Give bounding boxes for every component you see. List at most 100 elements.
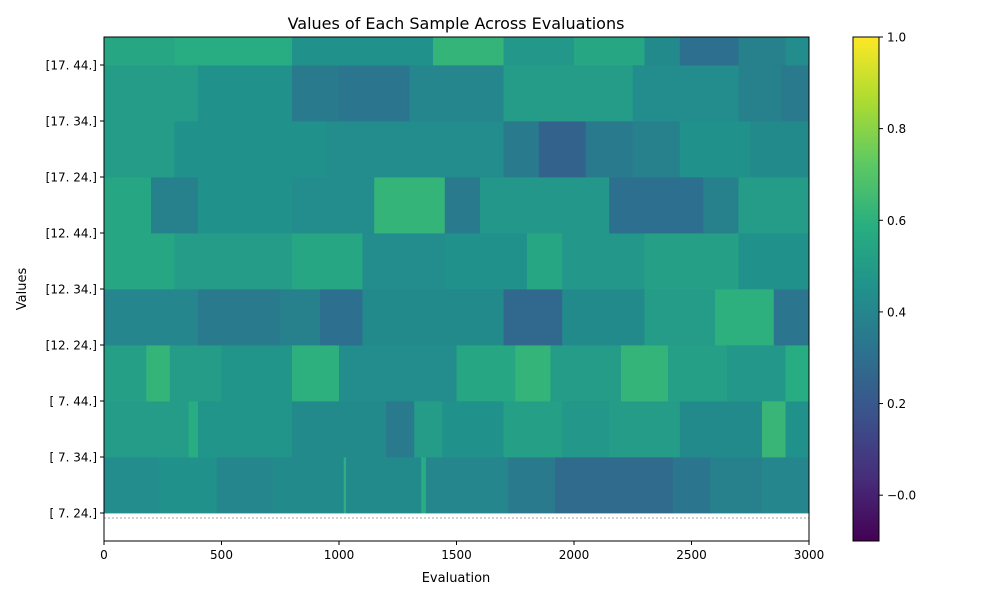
heatmap-cell bbox=[632, 65, 739, 122]
heatmap-cell bbox=[508, 457, 556, 514]
heatmap-cell bbox=[710, 457, 763, 514]
y-tick-label: [17. 34.] bbox=[46, 115, 97, 129]
x-axis-label: Evaluation bbox=[422, 571, 491, 586]
heatmap-cell bbox=[292, 233, 363, 290]
x-axis: 0 500 1000 1500 2000 2500 3000 bbox=[100, 541, 824, 562]
heatmap-cell bbox=[104, 65, 199, 122]
heatmap-cell bbox=[562, 401, 610, 458]
heatmap-cell bbox=[320, 289, 363, 346]
heatmap-cell bbox=[327, 121, 504, 178]
heatmap-cell bbox=[715, 289, 775, 346]
heatmap-cell bbox=[621, 345, 669, 402]
heatmap-cell bbox=[104, 345, 147, 402]
heatmap-cell bbox=[174, 37, 293, 66]
heatmap-cell bbox=[421, 457, 427, 514]
heatmap-cell bbox=[609, 401, 681, 458]
heatmap-cell bbox=[555, 457, 674, 514]
heatmap-cell bbox=[292, 177, 375, 234]
heatmap-cell bbox=[773, 289, 809, 346]
heatmap-cell bbox=[679, 121, 751, 178]
heatmap-cell bbox=[644, 37, 681, 66]
heatmap-cell bbox=[738, 65, 782, 122]
y-tick-label: [ 7. 34.] bbox=[49, 451, 97, 465]
heatmap-cell bbox=[668, 345, 728, 402]
colorbar-tick-label: −0.0 bbox=[887, 489, 916, 503]
y-tick-label: [12. 44.] bbox=[46, 227, 97, 241]
heatmap-cell bbox=[343, 457, 347, 514]
heatmap-cell bbox=[433, 37, 504, 66]
heatmap-cell bbox=[188, 401, 199, 458]
heatmap-cell bbox=[216, 457, 274, 514]
heatmap-cell bbox=[785, 401, 809, 458]
heatmap-cell bbox=[672, 457, 711, 514]
heatmap-cell bbox=[198, 177, 293, 234]
heatmap-cell bbox=[104, 457, 159, 514]
heatmap-cell bbox=[198, 401, 293, 458]
heatmap-cell bbox=[679, 37, 739, 66]
x-tick-label: 2500 bbox=[676, 548, 707, 562]
colorbar-tick-label: 0.8 bbox=[887, 122, 906, 136]
heatmap-cell bbox=[292, 345, 340, 402]
heatmap-cell bbox=[346, 457, 422, 514]
heatmap-cell bbox=[409, 65, 504, 122]
y-axis: [ 7. 24.] [ 7. 34.] [ 7. 44.] [12. 24.] [12.… bbox=[46, 59, 104, 521]
heatmap-cell bbox=[444, 233, 528, 290]
x-tick-label: 0 bbox=[100, 548, 108, 562]
heatmap-cell bbox=[679, 401, 763, 458]
heatmap-cell bbox=[292, 65, 340, 122]
y-tick-label: [17. 44.] bbox=[46, 59, 97, 73]
colorbar-tick-label: 0.2 bbox=[887, 397, 906, 411]
heatmap-cell bbox=[550, 345, 622, 402]
heatmap-cell bbox=[738, 37, 786, 66]
y-tick-label: [17. 24.] bbox=[46, 171, 97, 185]
heatmap-cell bbox=[750, 121, 809, 178]
colorbar-axis: −0.0 0.2 0.4 0.6 0.8 1.0 bbox=[879, 31, 916, 503]
heatmap-cell bbox=[104, 289, 199, 346]
heatmap-cell bbox=[780, 65, 809, 122]
heatmap-cell bbox=[280, 289, 321, 346]
heatmap-cell bbox=[527, 233, 563, 290]
heatmap-cell bbox=[339, 345, 457, 402]
x-tick-label: 1500 bbox=[441, 548, 472, 562]
heatmap-cell bbox=[292, 37, 434, 66]
heatmap-cell bbox=[374, 177, 446, 234]
x-tick-label: 1000 bbox=[324, 548, 355, 562]
heatmap-cell bbox=[362, 233, 446, 290]
heatmap-cell bbox=[198, 289, 281, 346]
heatmap-cell bbox=[104, 177, 152, 234]
heatmap-cell bbox=[609, 177, 704, 234]
heatmap-cell bbox=[644, 289, 716, 346]
heatmap-cell bbox=[414, 401, 443, 458]
heatmap-cell bbox=[273, 457, 345, 514]
heatmap-cells bbox=[104, 37, 809, 514]
heatmap-cell bbox=[562, 289, 645, 346]
heatmap-cell bbox=[127, 401, 189, 458]
heatmap-cell bbox=[104, 37, 175, 66]
heatmap-cell bbox=[456, 345, 516, 402]
heatmap-cell bbox=[762, 401, 786, 458]
heatmap-cell bbox=[480, 177, 610, 234]
heatmap-cell bbox=[585, 121, 634, 178]
heatmap-cell bbox=[785, 37, 809, 66]
heatmap-cell bbox=[726, 345, 786, 402]
heatmap-cell bbox=[425, 457, 509, 514]
heatmap-cell bbox=[762, 457, 809, 514]
heatmap-cell bbox=[503, 401, 563, 458]
heatmap-cell bbox=[104, 121, 175, 178]
x-tick-label: 3000 bbox=[794, 548, 825, 562]
y-tick-label: [12. 24.] bbox=[46, 339, 97, 353]
heatmap-cell bbox=[703, 177, 739, 234]
heatmap-cell bbox=[198, 65, 293, 122]
heatmap-cell bbox=[174, 233, 293, 290]
heatmap-cell bbox=[785, 345, 809, 402]
x-tick-label: 2000 bbox=[559, 548, 590, 562]
heatmap-cell bbox=[104, 233, 175, 290]
colorbar-tick-label: 0.6 bbox=[887, 214, 906, 228]
heatmap-cell bbox=[574, 37, 645, 66]
colorbar bbox=[852, 36, 880, 542]
heatmap-cell bbox=[503, 289, 563, 346]
y-tick-label: [ 7. 44.] bbox=[49, 395, 97, 409]
x-tick-label: 500 bbox=[210, 548, 233, 562]
colorbar-tick-label: 1.0 bbox=[887, 31, 906, 45]
